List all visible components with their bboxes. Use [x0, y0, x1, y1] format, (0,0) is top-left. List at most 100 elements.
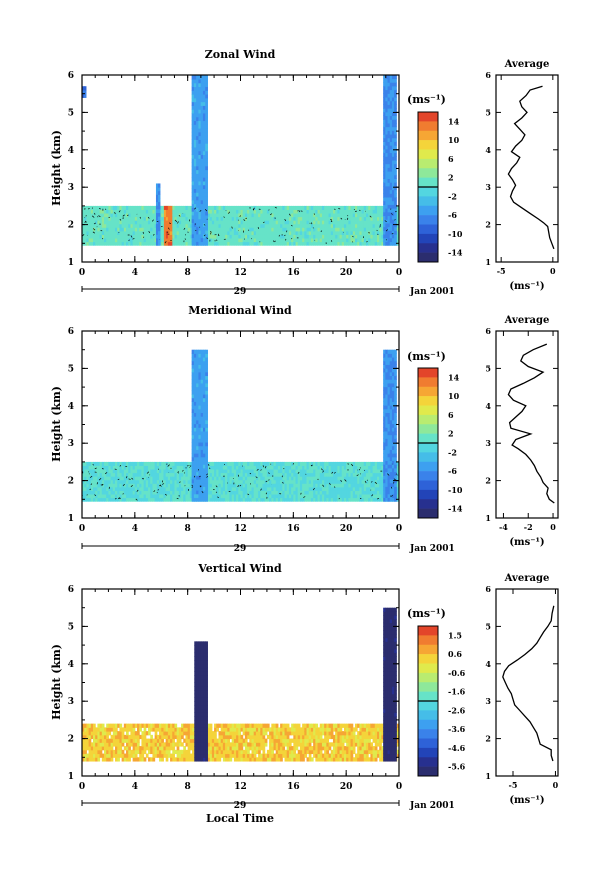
- heatmap-cell: [264, 216, 268, 221]
- heatmap-cell: [183, 476, 186, 481]
- heatmap-cell: [271, 497, 275, 502]
- heatmap-cell: [117, 486, 120, 491]
- heatmap-cell: [262, 223, 266, 228]
- heatmap-cell: [368, 479, 371, 484]
- heatmap-cell: [216, 216, 219, 221]
- heatmap-cell: [258, 486, 261, 491]
- heatmap-cell: [123, 465, 127, 470]
- heatmap-cell: [202, 364, 206, 369]
- heatmap-cell: [193, 184, 197, 190]
- heatmap-cell: [198, 493, 202, 498]
- heatmap-cell: [247, 238, 250, 243]
- heatmap-cell: [82, 479, 85, 484]
- heatmap-cell: [152, 483, 156, 488]
- heatmap-cell: [293, 479, 297, 484]
- heatmap-cell: [249, 234, 253, 239]
- heatmap-cell: [343, 497, 347, 502]
- heatmap-cell: [337, 213, 341, 218]
- heatmap-cell: [191, 128, 195, 133]
- heatmap-cell: [282, 238, 286, 243]
- heatmap-cell: [324, 472, 327, 477]
- heatmap-cell: [95, 483, 98, 488]
- heatmap-cell: [207, 469, 211, 474]
- heatmap-cell: [115, 238, 118, 243]
- heatmap-cell: [93, 742, 96, 747]
- heatmap-cell: [247, 213, 250, 218]
- heatmap-cell: [115, 749, 118, 755]
- heatmap-cell: [343, 494, 347, 499]
- heatmap-cell: [337, 461, 341, 466]
- heatmap-cell: [387, 349, 391, 354]
- heatmap-cell: [297, 227, 301, 232]
- heatmap-cell: [385, 379, 389, 384]
- heatmap-cell: [202, 368, 206, 373]
- heatmap-cell: [394, 408, 397, 414]
- heatmap-cell: [264, 205, 268, 210]
- heatmap-cell: [315, 483, 319, 488]
- heatmap-cell: [302, 490, 305, 495]
- heatmap-cell: [389, 482, 393, 487]
- heatmap-cell: [200, 109, 204, 114]
- heatmap-cell: [231, 223, 235, 228]
- heatmap-cell: [196, 128, 199, 133]
- heatmap-cell: [130, 494, 134, 499]
- heatmap-cell: [187, 486, 191, 491]
- heatmap-cell: [106, 479, 109, 484]
- heatmap-cell: [104, 749, 107, 755]
- heatmap-cell: [161, 472, 164, 477]
- heatmap-cell: [205, 203, 208, 208]
- heatmap-cell: [209, 469, 213, 474]
- heatmap-cell: [101, 238, 105, 243]
- heatmap-cell: [332, 461, 336, 466]
- heatmap-cell: [295, 479, 299, 484]
- heatmap-cell: [286, 472, 290, 477]
- heatmap-cell: [170, 472, 173, 477]
- heatmap-cell: [200, 382, 204, 388]
- heatmap-cell: [185, 494, 189, 499]
- heatmap-cell: [198, 479, 202, 484]
- heatmap-cell: [176, 486, 180, 491]
- heatmap-cell: [181, 494, 184, 499]
- heatmap-cell: [119, 753, 123, 758]
- heatmap-cell: [332, 483, 336, 488]
- heatmap-cell: [112, 205, 116, 210]
- heatmap-cell: [260, 476, 264, 481]
- heatmap-cell: [350, 213, 354, 218]
- heatmap-cell: [368, 486, 371, 491]
- heatmap-cell: [273, 472, 277, 477]
- heatmap-cell: [315, 494, 319, 499]
- heatmap-cell: [337, 205, 341, 210]
- heatmap-cell: [299, 461, 303, 466]
- heatmap-cell: [200, 94, 204, 99]
- heatmap-cell: [374, 213, 378, 218]
- heatmap-cell: [233, 230, 237, 235]
- heatmap-cell: [187, 465, 191, 470]
- heatmap-cell: [202, 382, 206, 388]
- heatmap-cell: [86, 230, 90, 235]
- heatmap-cell: [337, 476, 341, 481]
- heatmap-cell: [258, 223, 261, 228]
- heatmap-cell: [286, 234, 290, 239]
- heatmap-cell: [176, 205, 180, 210]
- heatmap-cell: [249, 461, 253, 466]
- heatmap-cell: [200, 97, 204, 103]
- heatmap-cell: [209, 205, 213, 210]
- heatmap-cell: [148, 227, 151, 232]
- heatmap-cell: [121, 742, 125, 747]
- x-tick-label: 8: [185, 524, 191, 534]
- heatmap-cell: [183, 490, 186, 495]
- heatmap-cell: [119, 205, 123, 210]
- heatmap-cell: [205, 109, 208, 114]
- heatmap-cell: [394, 171, 397, 176]
- heatmap-cell: [391, 471, 395, 476]
- heatmap-cell: [117, 497, 120, 502]
- heatmap-cell: [335, 220, 338, 225]
- heatmap-cell: [202, 430, 206, 436]
- heatmap-cell: [119, 494, 123, 499]
- heatmap-cell: [106, 469, 109, 474]
- heatmap-cell: [185, 205, 189, 210]
- heatmap-cell: [104, 734, 107, 740]
- heatmap-cell: [392, 64, 395, 68]
- heatmap-cell: [117, 469, 120, 474]
